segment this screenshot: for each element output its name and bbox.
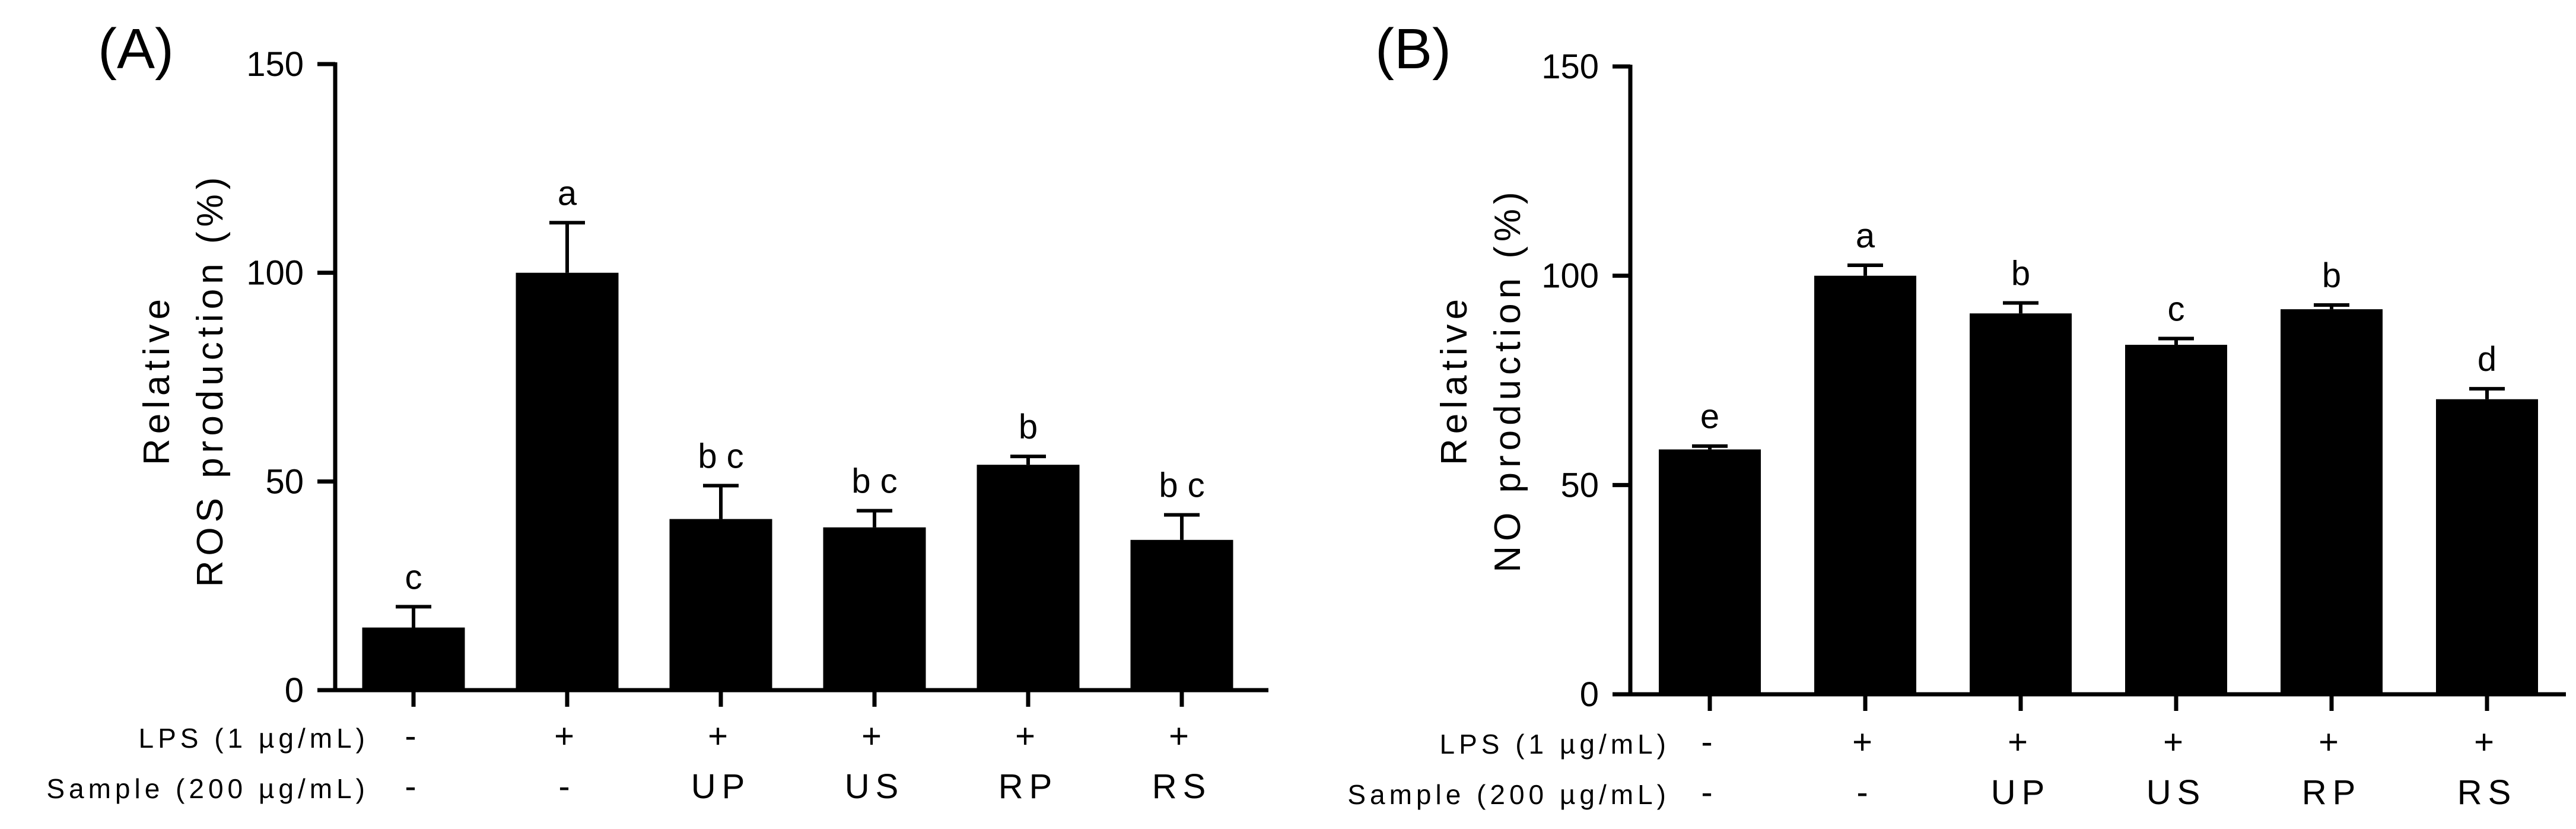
- panel-a-y-tick-label: 0: [285, 671, 304, 710]
- panel-b-y-tick-label: 50: [1560, 466, 1599, 504]
- panel-a-treatment-value: -: [405, 767, 422, 806]
- panel-b-bar: [1970, 313, 2072, 694]
- panel-a-y-tick-label: 50: [265, 462, 304, 501]
- panel-b-significance-label: c: [2168, 290, 2185, 328]
- panel-a-treatment-value: +: [861, 717, 888, 755]
- panel-b-treatment-value: +: [1852, 723, 1878, 761]
- panel-a-significance-label: b c: [1159, 466, 1204, 505]
- panel-b-significance-label: e: [1700, 398, 1719, 436]
- panel-a-y-tick-label: 150: [246, 45, 304, 84]
- panel-a-treatment-row-label: Sample (200 µg/mL): [46, 773, 369, 804]
- panel-a-treatment-value: RP: [998, 767, 1058, 806]
- panel-b-treatment-value: -: [1701, 723, 1718, 761]
- panel-b-bar: [2281, 309, 2383, 694]
- panel-a-y-tick-label: 100: [246, 254, 304, 293]
- panel-a-bar: [823, 527, 926, 690]
- panel-b-bar: [1659, 449, 1761, 694]
- panel-a-significance-label: c: [405, 558, 422, 596]
- panel-b-bar: [2436, 399, 2538, 694]
- panel-a-treatment-value: -: [405, 717, 422, 755]
- panel-a-bar: [977, 465, 1080, 690]
- panel-a-y-axis-title-line1: Relative: [136, 294, 177, 465]
- panel-b-treatment-row-label: LPS (1 µg/mL): [1440, 729, 1671, 760]
- panel-a-treatment-value: +: [1169, 717, 1195, 755]
- panel-a-chart: (A) 0 50 100 150 Relative ROS production (%) c a…: [46, 17, 1268, 806]
- panel-a-significance-label: b c: [851, 462, 897, 501]
- panel-a-treatment-value: RS: [1152, 767, 1212, 806]
- panel-a-bar: [362, 627, 465, 690]
- panel-a-bar: [516, 272, 619, 691]
- panel-a-significance-label: a: [558, 174, 577, 212]
- panel-b-significance-label: b: [2322, 256, 2341, 295]
- panel-b-treatment-value: US: [2146, 773, 2206, 812]
- panel-a-treatment-value: +: [708, 717, 734, 755]
- panel-b-label: (B): [1375, 17, 1451, 81]
- panel-b-treatment-value: +: [2319, 723, 2345, 761]
- panel-a-treatment-value: -: [558, 767, 575, 806]
- panel-b-significance-label: a: [1856, 217, 1875, 255]
- panel-b-treatment-value: +: [2008, 723, 2034, 761]
- panel-a-treatment-value: US: [845, 767, 905, 806]
- panel-b-treatment-value: -: [1856, 773, 1874, 812]
- panel-b-treatment-value: +: [2163, 723, 2189, 761]
- panel-b-bar: [1814, 275, 1916, 695]
- panel-b-y-axis-title-line2: NO production (%): [1487, 187, 1528, 572]
- panel-b-significance-label: d: [2478, 340, 2497, 379]
- panel-b-y-tick-label: 0: [1580, 675, 1599, 714]
- panel-a-treatment-row-label: LPS (1 µg/mL): [139, 723, 370, 754]
- panel-a-treatment-value: UP: [691, 767, 751, 806]
- panel-b-treatment-row-label: Sample (200 µg/mL): [1347, 779, 1670, 810]
- panel-a-treatment-value: +: [1015, 717, 1041, 755]
- panel-a-y-axis-title-line2: ROS production (%): [190, 173, 231, 587]
- panel-b-treatment-value: UP: [1991, 773, 2051, 812]
- panel-a-label: (A): [98, 17, 174, 81]
- panel-b-treatment-value: +: [2474, 723, 2500, 761]
- panel-b-y-tick-label: 150: [1541, 47, 1599, 86]
- panel-b-treatment-value: RP: [2302, 773, 2362, 812]
- panel-b-significance-label: b: [2011, 255, 2030, 293]
- panel-b-treatment-value: -: [1701, 773, 1718, 812]
- panel-b-chart: (B) 0 50 100 150 Relative NO production (%) e a b…: [1347, 17, 2566, 812]
- panel-a-bar: [1130, 539, 1233, 690]
- panel-a-treatment-value: +: [554, 717, 580, 755]
- panel-a-significance-label: b c: [698, 437, 743, 475]
- panel-b-y-tick-label: 100: [1541, 257, 1599, 296]
- panel-a-bar: [669, 519, 772, 690]
- panel-a-significance-label: b: [1019, 408, 1038, 446]
- panel-b-y-axis-title-line1: Relative: [1434, 294, 1475, 465]
- panel-b-bar: [2125, 345, 2227, 694]
- panel-b-treatment-value: RS: [2457, 773, 2517, 812]
